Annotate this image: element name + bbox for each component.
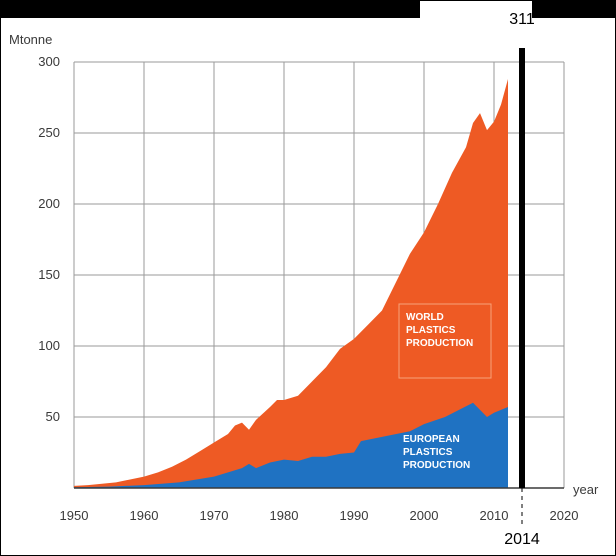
- area-series: [74, 79, 508, 488]
- x-tick-label: 1970: [200, 508, 229, 523]
- x-tick-label: 1990: [340, 508, 369, 523]
- x-tick-label: 1960: [130, 508, 159, 523]
- y-tick-label: 150: [38, 267, 60, 282]
- world-label-box: [398, 303, 492, 379]
- x-tick-label: 1980: [270, 508, 299, 523]
- x-axis-title: year: [573, 482, 599, 497]
- y-axis-title: Mtonne: [9, 32, 52, 47]
- x-tick-label: 2010: [480, 508, 509, 523]
- area-europe: [74, 402, 508, 488]
- x-tick-label: 2000: [410, 508, 439, 523]
- world-label-line: PLASTICS: [406, 325, 456, 336]
- europe-label-line: EUROPEAN: [403, 434, 460, 445]
- world-label-line: PRODUCTION: [406, 338, 473, 349]
- y-tick-label: 50: [46, 409, 60, 424]
- europe-label-line: PRODUCTION: [403, 460, 470, 471]
- y-tick-label: 100: [38, 338, 60, 353]
- world-label-line: WORLD: [406, 312, 444, 323]
- europe-series-label: EUROPEAN PLASTICS PRODUCTION: [403, 434, 470, 471]
- x-tick-labels: 1950 1960 1970 1980 1990 2000 2010 2020: [60, 508, 579, 523]
- x-tick-label: 2020: [550, 508, 579, 523]
- marker-value-label: 311: [509, 11, 535, 28]
- top-black-bar-right: [532, 0, 616, 18]
- marker-year-label: 2014: [504, 531, 540, 548]
- europe-label-line: PLASTICS: [403, 447, 453, 458]
- y-tick-label: 300: [38, 54, 60, 69]
- y-tick-labels: 50 100 150 200 250 300: [38, 54, 60, 424]
- world-series-label: WORLD PLASTICS PRODUCTION: [406, 312, 473, 349]
- area-world: [74, 79, 508, 488]
- top-black-bar-left: [0, 0, 420, 18]
- y-tick-label: 250: [38, 125, 60, 140]
- x-tick-label: 1950: [60, 508, 89, 523]
- y-tick-label: 200: [38, 196, 60, 211]
